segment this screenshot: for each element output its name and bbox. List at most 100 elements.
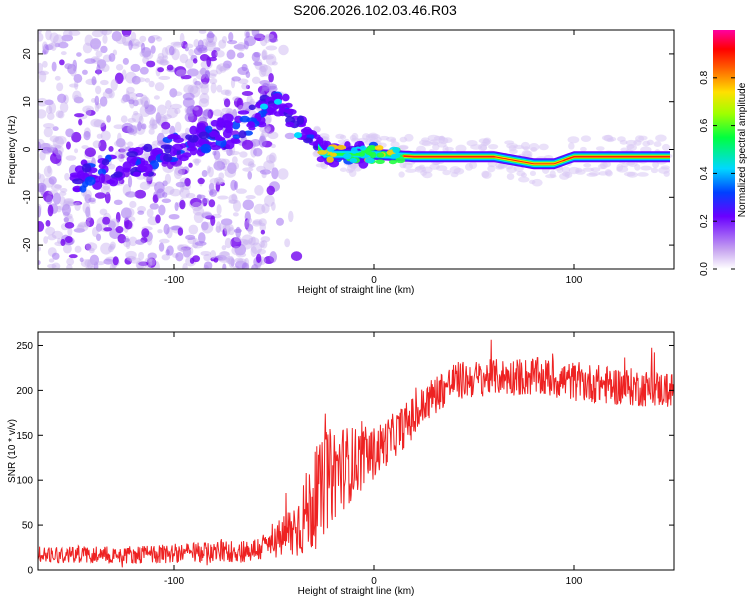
spectrogram-noise-blob [45,226,56,236]
spectrogram-noise-blob [262,82,269,91]
spectrogram-noise-blob [135,92,144,98]
spectrogram-noise-blob [209,69,218,77]
spectrogram-noise-blob [102,90,113,99]
spectrogram-noise-blob [45,220,51,227]
spectrogram-noise-blob [38,70,47,83]
spectrogram-noise-blob [152,194,159,204]
spectrogram-noise-blob [74,245,82,253]
spectrogram-noise-blob [62,243,72,254]
spectrogram-noise-blob [227,40,238,45]
spectrogram-halo-blob [588,171,601,176]
spectrogram-noise-blob [209,77,218,85]
spectrogram-halo-blob [346,164,356,172]
spectrogram-noise-blob [90,38,101,50]
spectrogram-noise-blob [61,38,66,44]
spectrogram-noise-blob [52,126,59,131]
spectrogram-ridge-blob [186,146,197,152]
spectrogram-noise-blob [68,63,75,70]
snr-panel: -100 0 100 0 50 100 150 200 250 Height of straig… [7,331,675,597]
spectrogram-noise-blob [231,76,242,82]
spectrogram-noise-blob [84,34,94,46]
spectrogram-noise-blob [265,127,271,133]
spectrogram-ridge-blob [132,171,141,177]
spectrogram-noise-blob [267,131,279,140]
spectrogram-transition-blob [390,153,401,159]
spectrogram-peak-blob [294,132,302,139]
spectrogram-ridge-blob [122,161,132,172]
spectrogram-noise-blob [175,252,184,262]
spectrogram-ytick-label: 0 [22,146,33,152]
spectrogram-halo-blob [335,133,345,140]
spectrogram-halo-blob [538,143,549,151]
spectrogram-noise-blob [215,50,225,58]
spectrogram-halo-blob [600,161,608,170]
snr-ytick-label: 50 [22,521,34,532]
spectrogram-halo-blob [339,167,348,172]
spectrogram-noise-blob [138,261,149,266]
spectrogram-halo-blob [655,134,667,142]
spectrogram-noise-blob [229,150,240,156]
spectrogram-noise-blob [271,167,279,180]
spectrogram-noise-blob [174,201,179,212]
spectrogram-noise-blob [60,187,68,193]
spectrogram-noise-blob [201,222,214,234]
spectrogram-noise-blob [96,133,103,139]
spectrogram-ridge-blob [302,126,312,135]
spectrogram-noise-blob [195,82,203,89]
spectrogram-noise-blob [60,51,67,56]
spectrogram-noise-blob [179,199,186,210]
spectrogram-noise-blob [165,249,170,256]
spectrogram-halo-blob [351,132,359,141]
spectrogram-noise-blob [162,55,169,61]
spectrogram-noise-blob [90,39,102,45]
spectrogram-ridge-blob [200,143,212,154]
spectrogram-noise-blob [203,254,212,262]
spectrogram-noise-blob [235,188,247,194]
spectrogram-noise-blob [276,217,284,226]
spectrogram-ridge-blob [179,154,189,162]
spectrogram-noise-blob [139,35,147,43]
spectrogram-noise-blob [99,60,106,72]
spectrogram-noise-blob [226,49,236,60]
spectrogram-noise-blob [68,30,81,36]
spectrogram-transition-blob [326,156,334,163]
spectrogram-noise-blob [85,107,92,116]
spectrogram-ridge-blob [72,187,82,193]
spectrogram-noise-blob [234,257,244,264]
spectrogram-noise-blob [100,130,111,141]
spectrogram-noise-blob [242,158,255,166]
spectrogram-noise-blob [47,263,57,269]
spectrogram-noise-blob [103,258,113,265]
spectrogram-halo-blob [504,140,515,145]
spectrogram-ridge-blob [189,125,198,135]
spectrogram-halo-blob [427,134,440,142]
spectrogram-noise-blob [92,140,101,149]
spectrogram-noise-blob [131,112,143,123]
spectrogram-halo-blob [601,135,613,141]
spectrogram-noise-blob [38,205,42,218]
spectrogram-ridge-blob [209,144,222,151]
spectrogram-noise-blob [96,64,101,76]
spectrogram-noise-blob [261,50,267,61]
spectrogram-ridge-blob [247,121,255,126]
spectrogram-noise-blob [99,79,109,86]
spectrogram-noise-blob [259,169,272,175]
spectrogram-noise-blob [222,223,234,232]
spectrogram-noise-blob [258,135,267,148]
spectrogram-noise-blob [278,44,289,56]
spectrogram-noise-blob [132,125,138,137]
spectrogram-noise-blob [63,203,69,211]
spectrogram-noise-blob [260,239,268,249]
spectrogram-noise-blob [250,242,263,255]
spectrogram-ridge-blob [216,118,225,128]
spectrogram-noise-blob [147,35,156,44]
spectrogram-noise-blob [114,72,124,84]
spectrogram-noise-blob [100,45,108,54]
spectrogram-noise-blob [265,53,277,66]
spectrogram-noise-blob [76,224,85,232]
spectrogram-noise-blob [115,138,126,148]
spectrogram-noise-blob [165,100,172,110]
colorbar-tick-label: 0.8 [699,70,710,84]
spectrogram-noise-blob [232,212,239,217]
spectrogram-halo-blob [421,137,430,143]
